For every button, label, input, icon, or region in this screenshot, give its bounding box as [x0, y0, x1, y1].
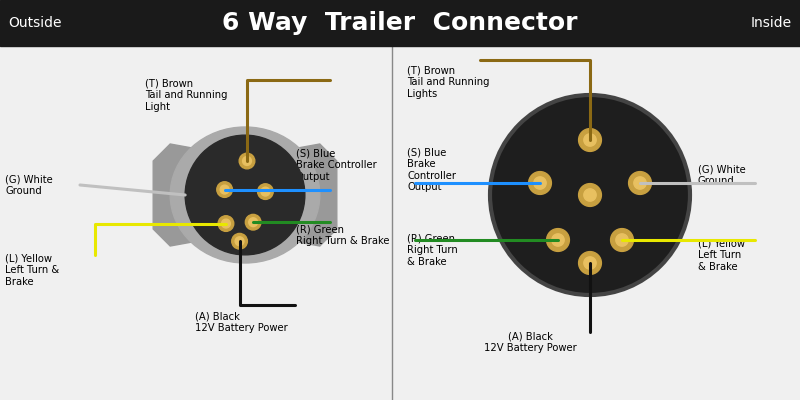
Text: (R) Green
Right Turn
& Brake: (R) Green Right Turn & Brake: [407, 234, 458, 266]
Circle shape: [552, 234, 564, 246]
Text: (S) Blue
Brake Controller
Output: (S) Blue Brake Controller Output: [296, 148, 377, 182]
Bar: [0, 0, 800, 46]
Text: (L) Yellow
Left Turn &
Brake: (L) Yellow Left Turn & Brake: [5, 254, 59, 286]
Circle shape: [529, 172, 551, 194]
Text: Outside: Outside: [8, 16, 62, 30]
Text: (T) Brown
Tail and Running
Light: (T) Brown Tail and Running Light: [145, 78, 227, 112]
Circle shape: [609, 227, 635, 253]
Circle shape: [577, 127, 603, 153]
Text: (L) Yellow
Left Turn
& Brake: (L) Yellow Left Turn & Brake: [698, 238, 745, 272]
Circle shape: [490, 95, 690, 295]
Text: (S) Blue
Brake
Controller
Output: (S) Blue Brake Controller Output: [407, 148, 456, 192]
Circle shape: [545, 227, 571, 253]
Circle shape: [616, 234, 628, 246]
Circle shape: [249, 218, 258, 227]
Circle shape: [584, 134, 596, 146]
Circle shape: [534, 177, 546, 189]
Circle shape: [578, 129, 602, 151]
Circle shape: [584, 189, 596, 201]
Circle shape: [526, 170, 554, 196]
Circle shape: [261, 187, 270, 196]
Circle shape: [634, 177, 646, 189]
Circle shape: [235, 237, 244, 246]
Text: (G) White
Ground: (G) White Ground: [5, 174, 53, 196]
Circle shape: [578, 252, 602, 274]
Polygon shape: [154, 144, 208, 246]
Circle shape: [546, 228, 570, 252]
Text: (A) Black
12V Battery Power: (A) Black 12V Battery Power: [484, 331, 576, 353]
Text: 6 Way  Trailer  Connector: 6 Way Trailer Connector: [222, 11, 578, 35]
Circle shape: [242, 156, 251, 166]
Text: (R) Green
Right Turn & Brake: (R) Green Right Turn & Brake: [296, 224, 390, 246]
Circle shape: [258, 184, 274, 200]
Text: (G) White
Ground: (G) White Ground: [698, 164, 746, 186]
Circle shape: [577, 250, 603, 276]
Circle shape: [246, 214, 261, 230]
Circle shape: [220, 185, 229, 194]
Circle shape: [217, 182, 233, 197]
Ellipse shape: [170, 127, 320, 263]
Circle shape: [584, 257, 596, 269]
Circle shape: [218, 216, 234, 231]
Text: (A) Black
12V Battery Power: (A) Black 12V Battery Power: [195, 311, 288, 333]
Circle shape: [610, 228, 634, 252]
Circle shape: [239, 153, 255, 169]
Circle shape: [232, 234, 247, 249]
Text: Inside: Inside: [751, 16, 792, 30]
Circle shape: [626, 170, 654, 196]
Circle shape: [222, 219, 230, 228]
Text: (T) Brown
Tail and Running
Lights: (T) Brown Tail and Running Lights: [407, 65, 490, 99]
Circle shape: [185, 135, 305, 255]
Circle shape: [577, 182, 603, 208]
Circle shape: [578, 184, 602, 206]
Circle shape: [629, 172, 651, 194]
Polygon shape: [282, 144, 337, 246]
